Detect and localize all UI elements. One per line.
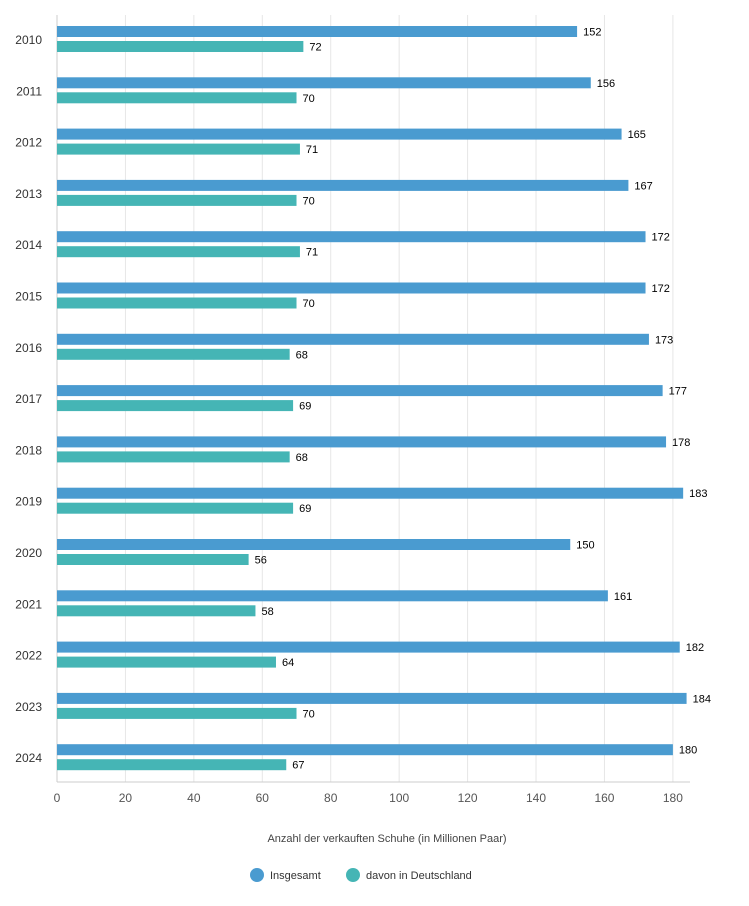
bar[interactable] bbox=[57, 641, 680, 653]
x-tick-label: 160 bbox=[594, 791, 614, 805]
bar[interactable] bbox=[57, 194, 297, 206]
bar[interactable] bbox=[57, 400, 294, 412]
data-label: 177 bbox=[669, 386, 687, 398]
data-label: 58 bbox=[261, 606, 273, 618]
y-tick-label: 2018 bbox=[15, 443, 42, 457]
legend-label[interactable]: davon in Deutschland bbox=[366, 870, 472, 882]
data-label: 167 bbox=[634, 180, 652, 192]
bar[interactable] bbox=[57, 539, 571, 550]
bar[interactable] bbox=[57, 502, 294, 514]
y-tick-label: 2019 bbox=[15, 495, 42, 509]
data-label: 67 bbox=[292, 760, 304, 772]
y-tick-label: 2024 bbox=[15, 751, 42, 765]
y-tick-label: 2012 bbox=[15, 136, 42, 150]
bar[interactable] bbox=[57, 231, 646, 243]
bar[interactable] bbox=[57, 77, 591, 89]
y-tick-label: 2017 bbox=[15, 392, 42, 406]
y-tick-label: 2016 bbox=[15, 341, 42, 355]
data-label: 71 bbox=[306, 144, 318, 156]
x-tick-label: 180 bbox=[663, 791, 683, 805]
x-tick-label: 120 bbox=[458, 791, 478, 805]
bar[interactable] bbox=[57, 179, 629, 191]
bar[interactable] bbox=[57, 656, 276, 668]
data-label: 69 bbox=[299, 503, 311, 515]
x-tick-label: 60 bbox=[256, 791, 270, 805]
bar[interactable] bbox=[57, 554, 249, 565]
data-label: 152 bbox=[583, 27, 601, 39]
bar[interactable] bbox=[57, 744, 673, 756]
data-label: 182 bbox=[686, 642, 704, 654]
x-tick-label: 0 bbox=[54, 791, 61, 805]
bar[interactable] bbox=[57, 128, 622, 140]
bar[interactable] bbox=[57, 92, 297, 104]
bars: 152 72 156 70 165 71 167 70 172 71 172 70 173 68 177 69… bbox=[57, 26, 711, 772]
y-tick-label: 2023 bbox=[15, 700, 42, 714]
bar[interactable] bbox=[57, 385, 663, 397]
bar[interactable] bbox=[57, 26, 578, 37]
bar[interactable] bbox=[57, 436, 667, 448]
bar[interactable] bbox=[57, 333, 649, 345]
x-tick-label: 140 bbox=[526, 791, 546, 805]
bar[interactable] bbox=[57, 590, 608, 602]
data-label: 72 bbox=[309, 42, 321, 54]
y-tick-label: 2011 bbox=[16, 84, 42, 98]
bar[interactable] bbox=[57, 451, 290, 463]
data-label: 161 bbox=[614, 591, 632, 603]
data-label: 71 bbox=[306, 247, 318, 259]
data-label: 70 bbox=[303, 298, 315, 310]
y-tick-label: 2021 bbox=[15, 597, 42, 611]
data-label: 178 bbox=[672, 437, 690, 449]
data-label: 68 bbox=[296, 452, 308, 464]
data-label: 156 bbox=[597, 78, 615, 90]
data-label: 184 bbox=[693, 693, 711, 705]
x-tick-label: 80 bbox=[324, 791, 338, 805]
legend-marker[interactable] bbox=[250, 868, 264, 882]
data-label: 70 bbox=[303, 93, 315, 105]
bar[interactable] bbox=[57, 605, 256, 617]
y-axis-labels: 2010 2011 2012 2013 2014 2015 2016 2017 2018 2019… bbox=[15, 33, 42, 765]
legend-label[interactable]: Insgesamt bbox=[270, 870, 321, 882]
bar[interactable] bbox=[57, 759, 287, 771]
x-tick-label: 100 bbox=[389, 791, 409, 805]
y-tick-label: 2013 bbox=[15, 187, 42, 201]
data-label: 64 bbox=[282, 657, 294, 669]
bar[interactable] bbox=[57, 143, 300, 155]
data-label: 172 bbox=[652, 232, 670, 244]
x-tick-label: 40 bbox=[187, 791, 201, 805]
bar[interactable] bbox=[57, 246, 300, 258]
data-label: 69 bbox=[299, 401, 311, 413]
data-label: 183 bbox=[689, 488, 707, 500]
x-tick-label: 20 bbox=[119, 791, 133, 805]
y-tick-label: 2020 bbox=[15, 546, 42, 560]
legend[interactable]: Insgesamt davon in Deutschland bbox=[250, 868, 472, 882]
bar[interactable] bbox=[57, 297, 297, 309]
y-tick-label: 2022 bbox=[15, 649, 42, 663]
legend-marker[interactable] bbox=[346, 868, 360, 882]
x-axis-title: Anzahl der verkauften Schuhe (in Million… bbox=[267, 833, 506, 845]
bar[interactable] bbox=[57, 282, 646, 294]
data-label: 56 bbox=[255, 555, 267, 567]
bar[interactable] bbox=[57, 487, 684, 499]
data-label: 70 bbox=[303, 195, 315, 207]
bar[interactable] bbox=[57, 348, 290, 360]
data-label: 68 bbox=[296, 349, 308, 361]
y-tick-label: 2014 bbox=[15, 238, 42, 252]
data-label: 165 bbox=[628, 129, 646, 141]
data-label: 150 bbox=[576, 540, 594, 552]
x-axis-ticks: 0 20 40 60 80 100 120 140 160 180 bbox=[54, 791, 684, 805]
data-label: 173 bbox=[655, 334, 673, 346]
bar[interactable] bbox=[57, 692, 687, 704]
bar[interactable] bbox=[57, 707, 297, 719]
y-tick-label: 2015 bbox=[15, 290, 42, 304]
y-tick-label: 2010 bbox=[15, 33, 42, 47]
data-label: 70 bbox=[303, 708, 315, 720]
grid-lines bbox=[56, 15, 690, 783]
data-label: 180 bbox=[679, 745, 697, 757]
bar[interactable] bbox=[57, 41, 304, 52]
data-label: 172 bbox=[652, 283, 670, 295]
